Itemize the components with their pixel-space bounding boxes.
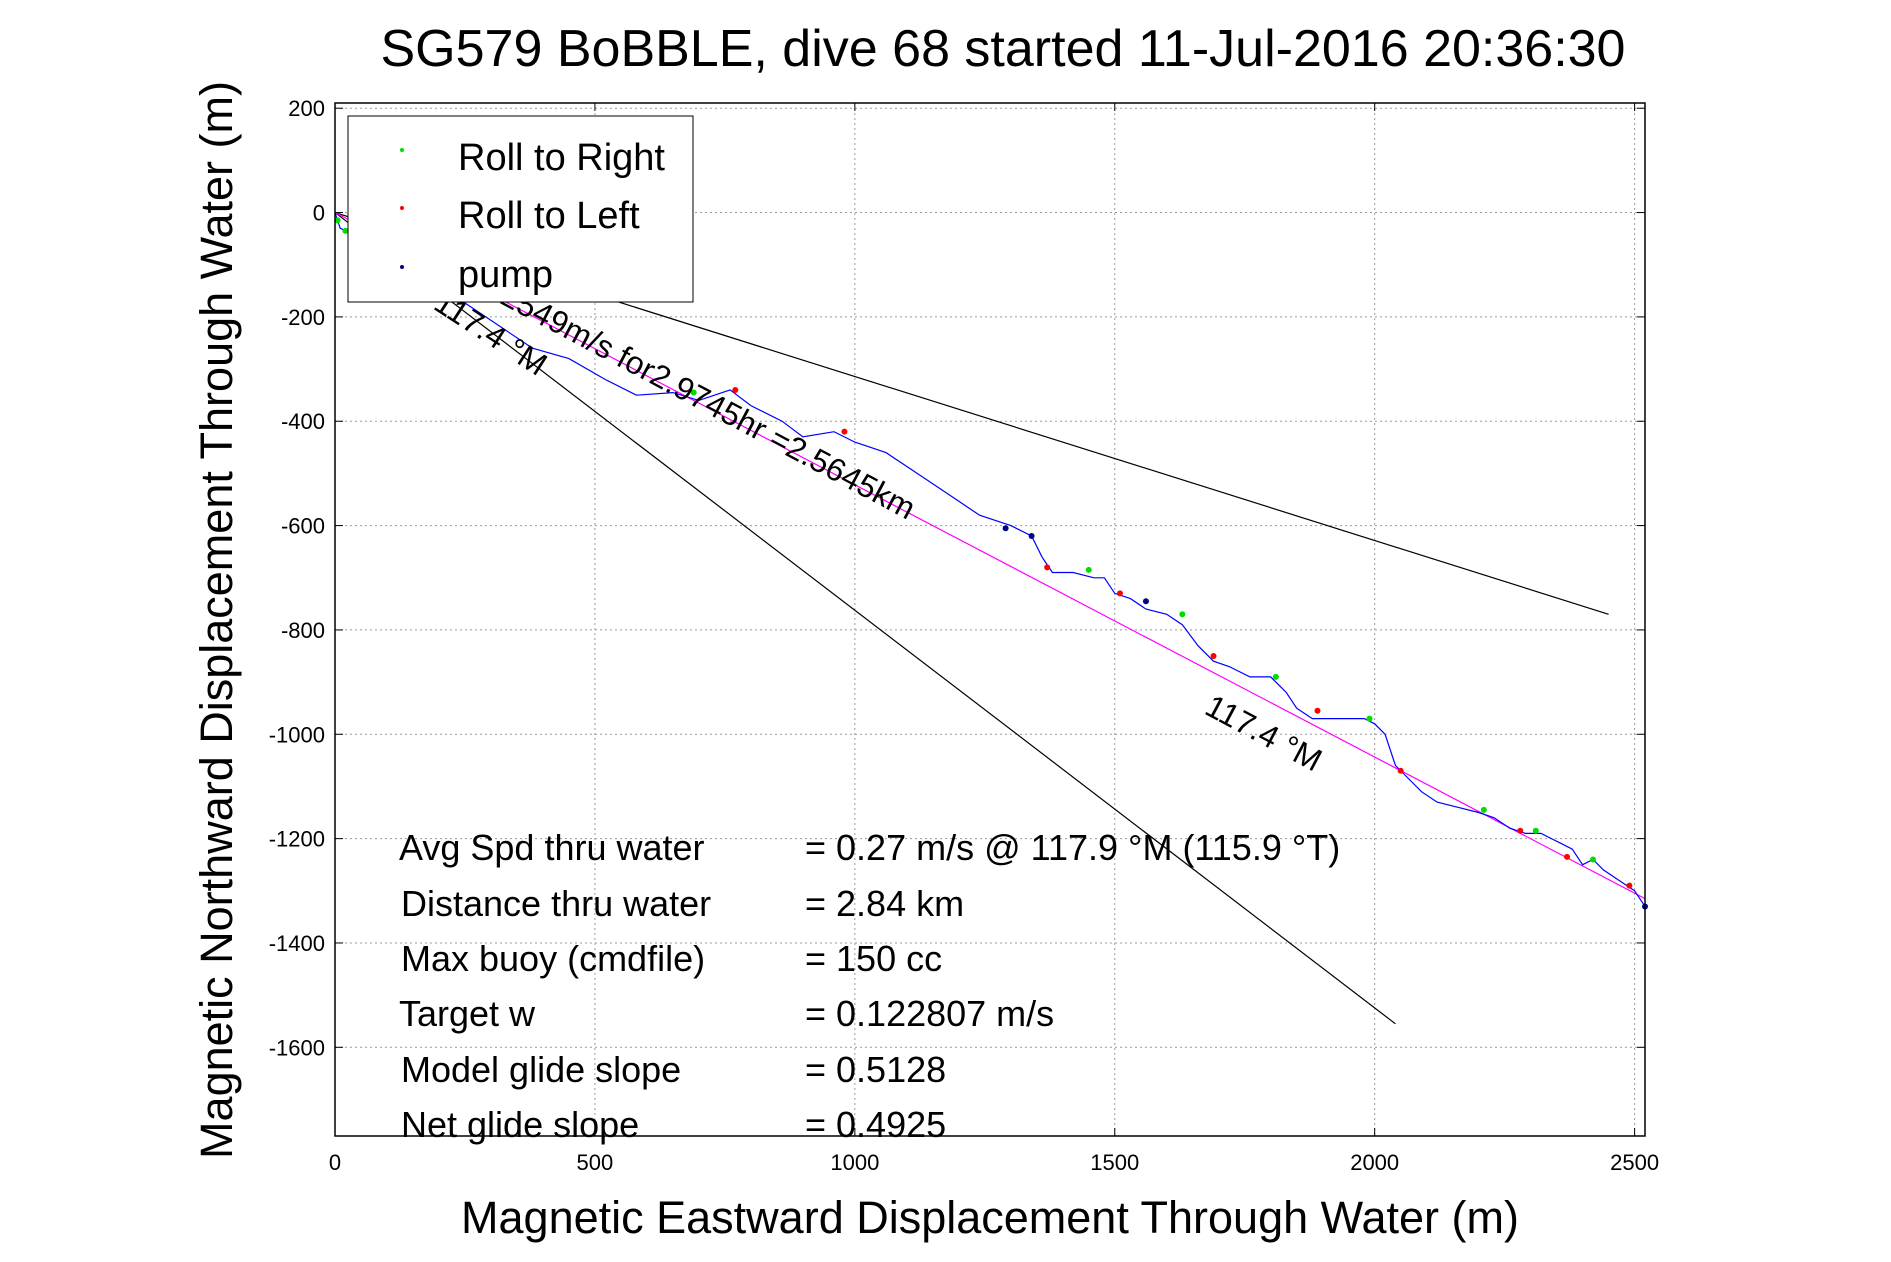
- stat-label-distance: Distance thru water: [401, 883, 711, 924]
- roll-left-point: [732, 386, 739, 393]
- y-tick-label: -600: [281, 514, 325, 539]
- legend: Roll to Right Roll to Left pump: [347, 115, 694, 303]
- stat-value-model-glide: = 0.5128: [805, 1049, 946, 1090]
- stat-value-net-glide: = 0.4925: [805, 1104, 946, 1145]
- pump-point: [1028, 533, 1035, 540]
- heading-guide-line: [334, 212, 1396, 1025]
- stat-value-target-w: = 0.122807 m/s: [805, 993, 1054, 1034]
- y-axis-label: Magnetic Northward Displacement Through …: [191, 81, 242, 1159]
- track-line: [334, 212, 1646, 907]
- stat-value-max-buoy: = 150 cc: [805, 938, 942, 979]
- roll-left-point: [1044, 564, 1051, 571]
- x-tick-label: 1500: [1090, 1150, 1139, 1175]
- stat-label-net-glide: Net glide slope: [401, 1104, 639, 1145]
- roll-right-point: [1590, 856, 1597, 863]
- y-tick-label: -1400: [269, 931, 325, 956]
- y-tick-label: -400: [281, 409, 325, 434]
- roll-right-point: [1480, 806, 1487, 813]
- x-tick-label: 1000: [830, 1150, 879, 1175]
- chart-title: SG579 BoBBLE, dive 68 started 11-Jul-201…: [381, 20, 1626, 78]
- legend-label-pump: pump: [458, 254, 553, 296]
- axis-ticks: 0 500 1000 1500 2000 25002000-200-400-600-800…: [269, 96, 1659, 1175]
- roll-right-point: [1272, 673, 1279, 680]
- roll-left-point: [1314, 707, 1321, 714]
- x-tick-label: 0: [329, 1150, 341, 1175]
- x-tick-label: 2500: [1610, 1150, 1659, 1175]
- pump-point: [1002, 525, 1009, 532]
- y-tick-label: -1600: [269, 1035, 325, 1060]
- stat-label-target-w: Target w: [399, 993, 536, 1034]
- stat-value-distance: = 2.84 km: [805, 883, 964, 924]
- roll-right-point: [342, 227, 349, 234]
- roll-right-point: [1085, 566, 1092, 573]
- roll-left-point: [1564, 853, 1571, 860]
- y-tick-label: -1200: [269, 827, 325, 852]
- roll-left-point: [1517, 827, 1524, 834]
- y-tick-label: -1000: [269, 722, 325, 747]
- legend-marker-roll-left: [400, 206, 404, 210]
- legend-label-roll-left: Roll to Left: [458, 195, 640, 237]
- stats-block: Avg Spd thru water = 0.27 m/s @ 117.9 °M…: [399, 827, 1340, 1145]
- roll-right-point: [1179, 611, 1186, 618]
- heading-line: [334, 212, 1646, 900]
- roll-right-point: [1366, 715, 1373, 722]
- x-tick-label: 2000: [1350, 1150, 1399, 1175]
- roll-right-point: [334, 217, 341, 224]
- y-tick-label: 200: [288, 96, 325, 121]
- roll-right-point: [1532, 827, 1539, 834]
- roll-left-point: [1210, 653, 1217, 660]
- stat-label-max-buoy: Max buoy (cmdfile): [401, 938, 705, 979]
- series-layer: [334, 212, 1648, 910]
- legend-marker-roll-right: [400, 148, 404, 152]
- roll-left-point: [1397, 767, 1404, 774]
- roll-left-point: [1626, 882, 1633, 889]
- stat-label-avg-speed: Avg Spd thru water: [399, 827, 705, 868]
- roll-left-point: [841, 428, 848, 435]
- plot-frame: [334, 102, 1646, 1137]
- y-tick-label: 0: [313, 201, 325, 226]
- y-tick-label: -200: [281, 305, 325, 330]
- x-axis-label: Magnetic Eastward Displacement Through W…: [461, 1192, 1519, 1243]
- legend-box: [347, 115, 694, 303]
- legend-marker-pump: [400, 265, 404, 269]
- stat-label-model-glide: Model glide slope: [401, 1049, 681, 1090]
- pump-point: [1142, 598, 1149, 605]
- roll-right-point: [690, 389, 697, 396]
- grid-lines: [334, 103, 1645, 1136]
- x-tick-label: 500: [577, 1150, 614, 1175]
- y-tick-label: -800: [281, 618, 325, 643]
- legend-label-roll-right: Roll to Right: [458, 137, 665, 179]
- stat-value-avg-speed: = 0.27 m/s @ 117.9 °M (115.9 °T): [805, 827, 1340, 868]
- roll-left-point: [1116, 590, 1123, 597]
